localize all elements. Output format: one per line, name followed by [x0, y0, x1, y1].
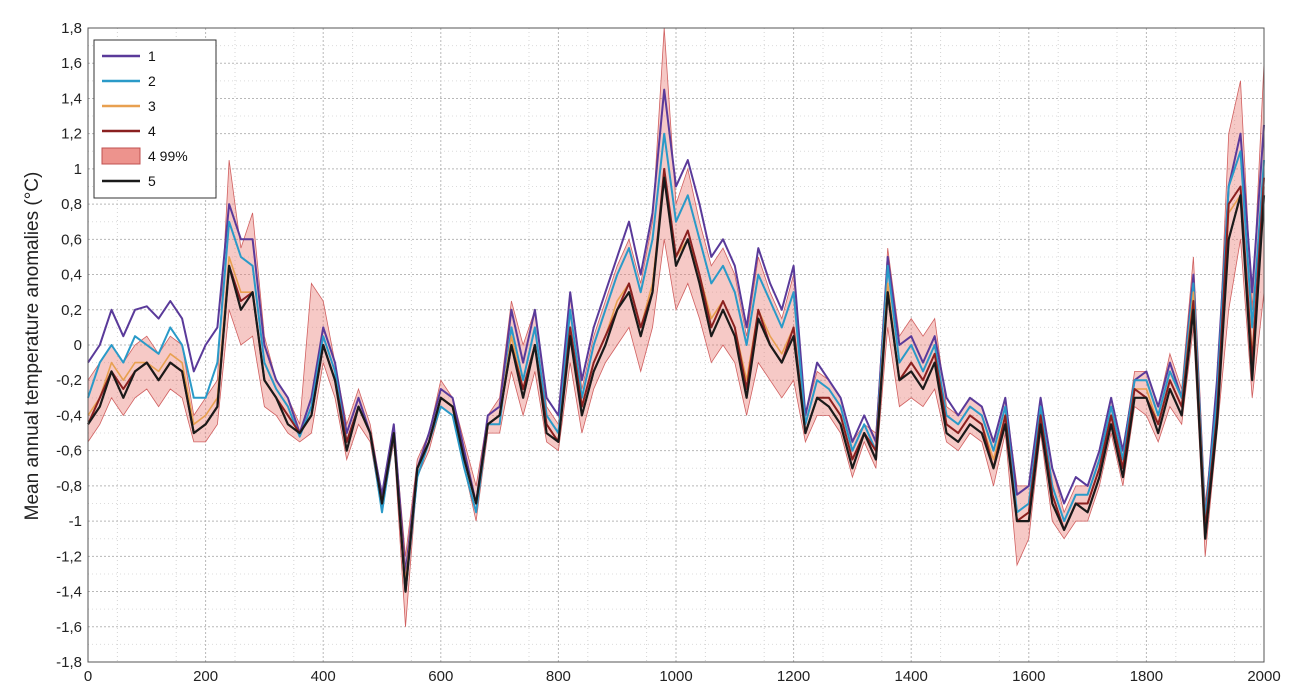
y-tick-label: 0,6 [61, 231, 82, 248]
y-tick-label: 0,8 [61, 196, 82, 213]
x-tick-label: 1800 [1130, 668, 1163, 685]
y-tick-label: -1 [69, 513, 82, 530]
y-tick-label: 0,2 [61, 302, 82, 319]
y-tick-label: 1,2 [61, 126, 82, 143]
y-tick-label: 1,4 [61, 90, 82, 107]
legend-label-3: 3 [148, 98, 156, 114]
series-line-1 [87, 88, 1265, 575]
legend-label-2: 2 [148, 73, 156, 89]
y-tick-labels: -1,8 -1,6 -1,4 -1,2 -1 -0,8 -0,6 -0,4 -0,2 0 0,2 0,… [56, 20, 82, 671]
series-line-2 [87, 132, 1265, 593]
y-tick-label: 0,4 [61, 267, 82, 284]
y-tick-label: 0 [74, 337, 82, 354]
y-tick-label: 1,8 [61, 20, 82, 37]
y-tick-label: -0,6 [56, 443, 82, 460]
plot-frame [87, 27, 1265, 663]
x-tick-label: 0 [84, 668, 92, 685]
x-tick-label: 1600 [1012, 668, 1045, 685]
x-tick-label: 1000 [659, 668, 692, 685]
x-tick-label: 2000 [1247, 668, 1280, 685]
y-tick-label: -1,8 [56, 654, 82, 671]
x-tick-label: 600 [428, 668, 453, 685]
y-tick-label: 1,6 [61, 55, 82, 72]
y-tick-label: -0,8 [56, 478, 82, 495]
x-tick-labels: 0 200 400 600 800 1000 1200 1400 1600 1800 2000 [84, 668, 1281, 685]
y-tick-label: -1,2 [56, 548, 82, 565]
y-tick-label: 1 [74, 161, 82, 178]
y-axis-label: Mean annual temperature anomalies (°C) [22, 172, 43, 521]
x-tick-label: 800 [546, 668, 571, 685]
x-tick-label: 1200 [777, 668, 810, 685]
legend-swatch-band [101, 147, 141, 165]
legend-label-1: 1 [148, 48, 156, 64]
y-tick-label: -1,4 [56, 584, 82, 601]
series-lines-layer [87, 88, 1266, 593]
legend-label-499: 4 99% [148, 148, 188, 164]
legend-label-4: 4 [148, 123, 156, 139]
series-line-5 [87, 176, 1266, 593]
y-tick-label: -0,4 [56, 407, 82, 424]
legend-label-5: 5 [148, 173, 156, 189]
y-tick-label: -1,6 [56, 619, 82, 636]
legend: 1 2 3 4 4 99% 5 [93, 39, 217, 199]
legend-box [93, 39, 217, 199]
x-tick-label: 1400 [895, 668, 928, 685]
y-tick-label: -0,2 [56, 372, 82, 389]
x-tick-label: 200 [193, 668, 218, 685]
x-tick-label: 400 [311, 668, 336, 685]
